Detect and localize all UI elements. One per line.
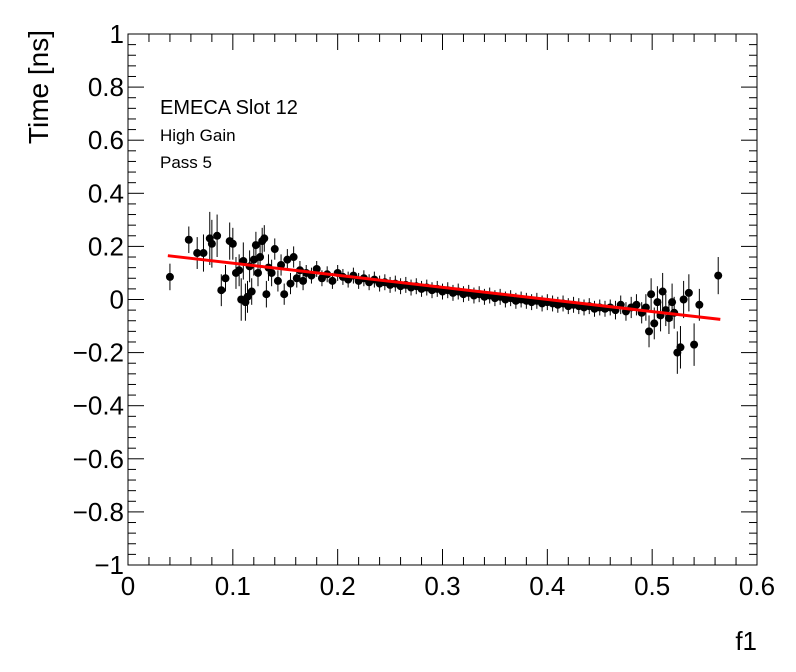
data-point [292, 274, 301, 283]
y-tick-label: −0.8 [73, 497, 124, 527]
data-point [632, 300, 641, 309]
data-point [247, 287, 256, 296]
x-tick-label: 0.4 [529, 571, 565, 601]
data-point [260, 234, 269, 243]
annotation-slot: EMECA Slot 12 [160, 97, 298, 119]
data-point [270, 245, 279, 254]
data-point [695, 300, 704, 309]
data-point [235, 266, 244, 275]
data-point [228, 239, 237, 248]
data-point [283, 255, 292, 264]
x-tick-label: 0.6 [739, 571, 775, 601]
data-point [273, 276, 282, 285]
data-point [328, 276, 337, 285]
data-point [690, 340, 699, 349]
y-tick-label: −1 [94, 550, 124, 580]
data-point [165, 272, 174, 281]
x-tick-label: 0.1 [215, 571, 251, 601]
data-point [650, 319, 659, 328]
y-tick-label: −0.4 [73, 391, 124, 421]
data-point [286, 279, 295, 288]
y-tick-label: 0.4 [88, 178, 124, 208]
data-point [221, 274, 230, 283]
data-point [262, 290, 271, 299]
data-point [251, 241, 260, 250]
y-tick-label: 0.2 [88, 231, 124, 261]
labels-layer: f1 Time [ns] EMECA Slot 12 High Gain Pas… [23, 30, 757, 656]
data-point [647, 290, 656, 299]
data-point [213, 231, 222, 240]
data-point [645, 327, 654, 336]
data-point [217, 286, 226, 295]
data-point [256, 253, 265, 262]
x-tick-label: 0.5 [634, 571, 670, 601]
y-axis-label: Time [ns] [23, 30, 54, 144]
data-point [653, 298, 662, 307]
data-point [714, 271, 723, 280]
y-tick-label: 0 [110, 285, 124, 315]
data-point [277, 260, 286, 269]
data-point [193, 249, 202, 258]
ticks-layer: 0 0.1 0.2 0.3 0.4 0.5 0.6 −1 −0.8 −0.6 −0.4 −0.2 0 0.… [73, 19, 775, 601]
data-point [280, 290, 289, 299]
data-point [679, 295, 688, 304]
fit-line [167, 254, 721, 321]
data-point [289, 253, 298, 262]
data-point [312, 264, 321, 273]
x-tick-label: 0.2 [320, 571, 356, 601]
annotation-gain: High Gain [160, 126, 236, 145]
y-tick-label: −0.2 [73, 338, 124, 368]
data-point [184, 235, 193, 244]
data-point [658, 287, 667, 296]
data-point [668, 298, 677, 307]
data-point [684, 288, 693, 297]
y-tick-label: −0.6 [73, 444, 124, 474]
data-point [207, 239, 216, 248]
x-tick-label: 0 [121, 571, 135, 601]
data-point [299, 276, 308, 285]
data-point [199, 249, 208, 258]
data-point [249, 255, 258, 264]
x-axis-label: f1 [735, 626, 757, 656]
data-point [664, 314, 673, 323]
data-point [676, 343, 685, 352]
annotation-pass: Pass 5 [160, 153, 212, 172]
y-tick-label: 1 [110, 19, 124, 49]
data-layer [165, 211, 723, 374]
data-point [267, 268, 276, 277]
y-tick-label: 0.8 [88, 72, 124, 102]
data-point [253, 268, 262, 277]
x-tick-label: 0.3 [424, 571, 460, 601]
y-tick-label: 0.6 [88, 125, 124, 155]
